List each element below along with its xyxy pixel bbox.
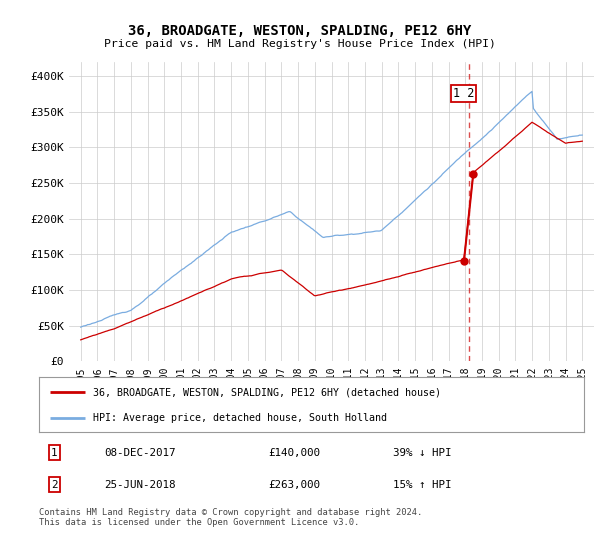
Text: £263,000: £263,000 [268,479,320,489]
Text: £140,000: £140,000 [268,447,320,458]
Text: Price paid vs. HM Land Registry's House Price Index (HPI): Price paid vs. HM Land Registry's House … [104,39,496,49]
Text: 25-JUN-2018: 25-JUN-2018 [104,479,176,489]
Text: 2: 2 [51,479,58,489]
Text: 39% ↓ HPI: 39% ↓ HPI [393,447,452,458]
Text: 36, BROADGATE, WESTON, SPALDING, PE12 6HY (detached house): 36, BROADGATE, WESTON, SPALDING, PE12 6H… [94,388,442,397]
Text: HPI: Average price, detached house, South Holland: HPI: Average price, detached house, Sout… [94,413,388,422]
Text: 1: 1 [51,447,58,458]
Text: 1 2: 1 2 [453,87,474,100]
Text: Contains HM Land Registry data © Crown copyright and database right 2024.
This d: Contains HM Land Registry data © Crown c… [39,508,422,528]
Text: 36, BROADGATE, WESTON, SPALDING, PE12 6HY: 36, BROADGATE, WESTON, SPALDING, PE12 6H… [128,25,472,38]
Text: 08-DEC-2017: 08-DEC-2017 [104,447,176,458]
Text: 15% ↑ HPI: 15% ↑ HPI [393,479,452,489]
